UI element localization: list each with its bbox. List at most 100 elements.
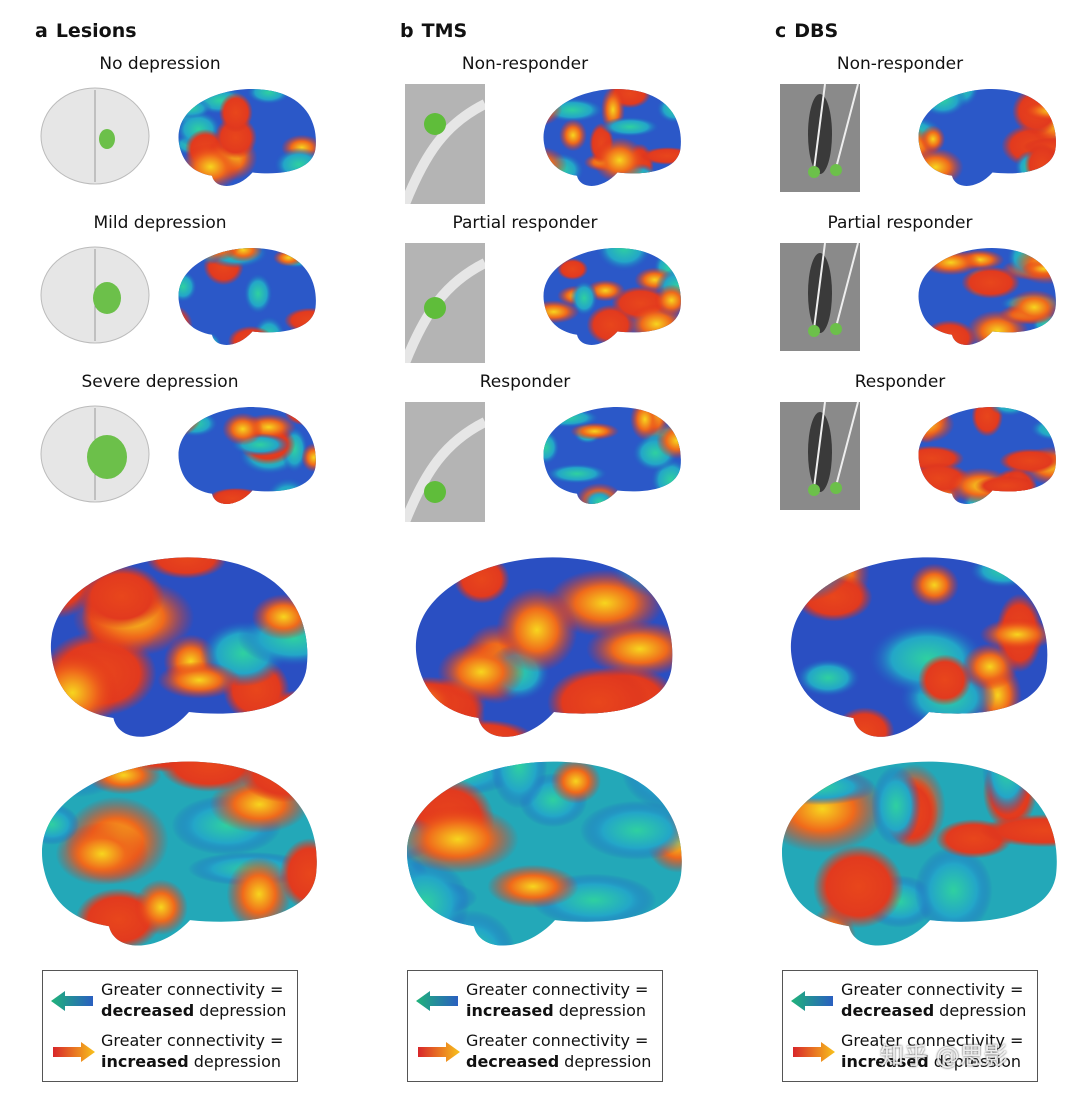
panel-heading: b TMS bbox=[400, 20, 467, 42]
blob bbox=[969, 557, 1038, 589]
legend-bold: decreased bbox=[101, 1001, 195, 1020]
contact bbox=[808, 484, 820, 496]
surface bbox=[42, 761, 317, 946]
brain-map bbox=[178, 248, 316, 345]
target bbox=[424, 113, 446, 135]
blob bbox=[1024, 143, 1056, 186]
blob bbox=[55, 822, 149, 886]
blob bbox=[813, 844, 904, 929]
scan-image bbox=[780, 84, 860, 192]
panel-letter: b bbox=[400, 20, 414, 42]
panel-title: Lesions bbox=[55, 20, 137, 42]
legend-arrow bbox=[416, 991, 458, 1011]
blob bbox=[782, 761, 812, 798]
legend-bold: increased bbox=[466, 1001, 554, 1020]
blob bbox=[795, 658, 861, 697]
legend-entry: Greater connectivity = increased depressio… bbox=[51, 1030, 291, 1076]
contact bbox=[830, 164, 842, 176]
legend-bold: increased bbox=[101, 1052, 189, 1071]
legend-line: increased depression bbox=[466, 1000, 648, 1021]
row-title: Responder bbox=[479, 372, 571, 392]
blob bbox=[917, 654, 972, 706]
brain-map bbox=[543, 248, 681, 345]
blob bbox=[543, 300, 580, 324]
row-title: Non-responder bbox=[461, 54, 589, 74]
blob bbox=[85, 761, 162, 795]
blob bbox=[631, 337, 681, 345]
legend-text: Greater connectivity = decreased depressio… bbox=[101, 979, 286, 1021]
legend-entry: Greater connectivity = decreased depressio… bbox=[416, 1030, 656, 1076]
scan-image bbox=[405, 84, 485, 204]
row-title: Severe depression bbox=[81, 372, 239, 392]
blob bbox=[918, 89, 967, 117]
legend-text: Greater connectivity = increased depressio… bbox=[466, 979, 648, 1021]
blob bbox=[1007, 289, 1056, 325]
legend-arrow bbox=[793, 1042, 835, 1062]
blob bbox=[586, 621, 673, 677]
scan-image bbox=[780, 243, 860, 351]
blob bbox=[487, 864, 579, 909]
blob bbox=[301, 443, 316, 473]
arrow bbox=[51, 991, 93, 1011]
blob bbox=[918, 160, 927, 186]
legend-line: Greater connectivity = bbox=[841, 1031, 1024, 1050]
legend: Greater connectivity = increased depressio… bbox=[407, 970, 663, 1082]
blob bbox=[78, 564, 165, 629]
brain-map bbox=[178, 89, 316, 186]
brain-map bbox=[407, 761, 682, 946]
blob bbox=[543, 429, 560, 465]
brain-map bbox=[918, 89, 1056, 186]
blob bbox=[273, 249, 305, 267]
blob bbox=[178, 328, 196, 345]
blob bbox=[979, 618, 1048, 651]
legend-rest: depression bbox=[939, 1001, 1027, 1020]
legend-arrow bbox=[418, 1042, 460, 1062]
blob bbox=[909, 563, 959, 607]
surface bbox=[50, 557, 308, 737]
surface bbox=[918, 248, 1056, 345]
lead bbox=[813, 243, 826, 330]
lead bbox=[835, 84, 859, 169]
contact bbox=[830, 482, 842, 494]
scan-image bbox=[40, 405, 150, 503]
panel: c DBS Non-responder Partial responder Respon… bbox=[775, 0, 1080, 1099]
surface bbox=[178, 248, 316, 345]
panel-title: TMS bbox=[421, 20, 468, 42]
ventricle bbox=[808, 94, 832, 174]
blob bbox=[794, 572, 873, 622]
scan-image bbox=[405, 243, 485, 363]
blob bbox=[226, 856, 292, 932]
blob bbox=[1022, 340, 1056, 345]
legend-line: increased depression bbox=[841, 1051, 1023, 1072]
legend: Greater connectivity = decreased depressio… bbox=[42, 970, 298, 1082]
target bbox=[424, 297, 446, 319]
blob bbox=[187, 714, 280, 737]
blob bbox=[543, 407, 600, 428]
legend-line: decreased depression bbox=[466, 1051, 651, 1072]
legend-entry: Greater connectivity = increased depressio… bbox=[791, 1030, 1031, 1076]
brain-map bbox=[918, 407, 1056, 504]
legend-rest: depression bbox=[564, 1052, 652, 1071]
arrow bbox=[793, 1042, 835, 1062]
surface bbox=[543, 248, 681, 345]
blob bbox=[559, 119, 587, 152]
blob bbox=[595, 248, 653, 272]
blob bbox=[222, 412, 264, 446]
lesion bbox=[93, 282, 121, 314]
brain-map bbox=[50, 557, 308, 737]
ventricle bbox=[808, 253, 832, 333]
blob bbox=[547, 667, 650, 737]
legend-line: decreased depression bbox=[841, 1000, 1026, 1021]
legend-arrow bbox=[791, 991, 833, 1011]
legend-text: Greater connectivity = decreased depressio… bbox=[841, 979, 1026, 1021]
panel-title: DBS bbox=[794, 20, 839, 42]
blob bbox=[656, 421, 681, 460]
row-title: No depression bbox=[99, 54, 221, 74]
surface bbox=[178, 407, 316, 504]
surface bbox=[407, 761, 682, 946]
lesion bbox=[99, 129, 115, 149]
legend-line: increased depression bbox=[101, 1051, 283, 1072]
surface bbox=[918, 89, 1056, 186]
blob bbox=[974, 475, 1038, 496]
blob bbox=[159, 761, 261, 792]
